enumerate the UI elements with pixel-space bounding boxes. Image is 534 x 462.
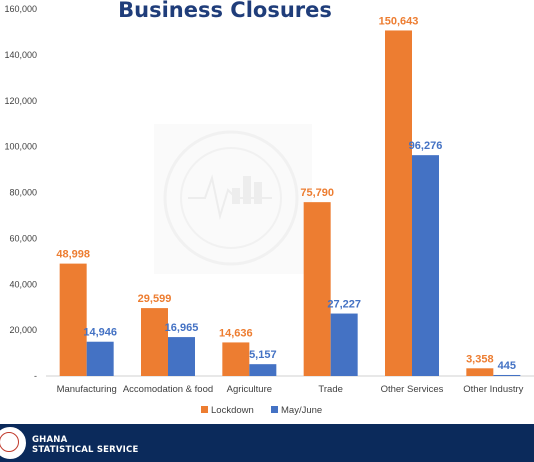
business-closures-chart: Business Closures - 20,000 40,000 60,000 80,… (4, 0, 534, 416)
y-tick-label: 120,000 (4, 96, 37, 106)
footer-line-2: STATISTICAL SERVICE (32, 445, 139, 455)
bar-lockdown (141, 308, 168, 376)
data-label: 48,998 (56, 249, 90, 261)
y-tick-label: 100,000 (4, 142, 37, 152)
bar-lockdown (466, 368, 494, 376)
data-label: 16,965 (165, 322, 199, 334)
chart-title: Business Closures (118, 0, 332, 22)
bar-lockdown (303, 202, 331, 376)
footer-organization-name: GHANA STATISTICAL SERVICE (32, 435, 138, 455)
data-label: 150,643 (379, 15, 419, 27)
y-tick-label: 160,000 (4, 4, 37, 14)
bar-lockdown (59, 263, 87, 376)
watermark-seal-icon (154, 124, 312, 274)
footer-banner: GHANA STATISTICAL SERVICE (0, 424, 534, 462)
x-category-label: Accomodation & food (123, 384, 213, 395)
bar-may-june (249, 364, 277, 376)
y-tick-label: 80,000 (9, 188, 37, 198)
y-tick-label: 140,000 (4, 50, 37, 60)
x-category-label: Manufacturing (57, 384, 117, 395)
bar-may-june (412, 155, 439, 376)
y-tick-label: 60,000 (9, 233, 37, 243)
data-label: 5,157 (249, 349, 277, 361)
data-label: 14,636 (219, 327, 253, 339)
y-tick-label: 20,000 (9, 325, 37, 335)
ghana-statistical-service-seal-icon (0, 427, 26, 459)
data-label: 27,227 (327, 299, 361, 311)
data-label: 29,599 (138, 293, 172, 305)
data-label: 75,790 (300, 187, 334, 199)
legend-label: Lockdown (211, 405, 254, 416)
legend-swatch (201, 406, 208, 413)
bar-lockdown (385, 30, 412, 377)
x-category-label: Other Services (381, 384, 444, 395)
footer-line-1: GHANA (32, 435, 68, 445)
y-tick-label: - (34, 371, 37, 381)
legend-swatch (271, 406, 278, 413)
x-category-label: Other Industry (463, 384, 523, 395)
bar-lockdown (222, 342, 250, 376)
data-label: 3,358 (466, 353, 494, 365)
legend-label: May/June (281, 405, 322, 416)
x-category-label: Trade (318, 384, 342, 395)
x-category-label: Agriculture (227, 384, 272, 395)
bar-may-june (168, 337, 195, 376)
y-tick-label: 40,000 (9, 279, 37, 289)
bar-may-june (493, 374, 521, 376)
bar-may-june (330, 313, 358, 376)
bar-may-june (86, 341, 114, 376)
data-label: 14,946 (83, 327, 117, 339)
data-label: 96,276 (409, 140, 443, 152)
data-label: 445 (498, 360, 516, 372)
